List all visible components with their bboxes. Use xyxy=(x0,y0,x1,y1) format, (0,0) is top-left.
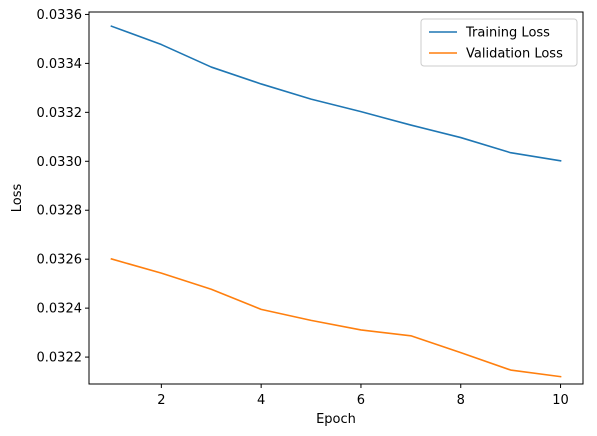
y-tick-label: 0.0326 xyxy=(37,253,83,268)
axes-layer: 2 4 6 8 10 0.0322 0.0324 0.0326 0.0328 0.0330 0.03… xyxy=(37,8,584,408)
y-tick-label: 0.0324 xyxy=(37,302,83,317)
y-tick-label: 0.0328 xyxy=(37,204,83,219)
legend: Training Loss Validation Loss xyxy=(421,19,577,66)
y-tick-label: 0.0336 xyxy=(37,8,83,23)
x-tick-label: 4 xyxy=(257,393,265,408)
y-axis-label: Loss xyxy=(10,184,25,213)
y-tick-label: 0.0322 xyxy=(37,351,83,366)
x-tick-label: 6 xyxy=(357,393,365,408)
legend-entry-0: Training Loss xyxy=(465,26,550,41)
plot-frame xyxy=(89,12,583,384)
y-tick-label: 0.0332 xyxy=(37,106,83,121)
series-layer xyxy=(111,26,560,376)
x-axis-label: Epoch xyxy=(316,412,356,427)
x-tick-label: 2 xyxy=(157,393,165,408)
series-line-1 xyxy=(111,259,560,377)
y-tick-label: 0.0330 xyxy=(37,155,83,170)
legend-entry-1: Validation Loss xyxy=(466,47,563,62)
x-tick-label: 8 xyxy=(457,393,465,408)
x-tick-label: 10 xyxy=(552,393,569,408)
y-tick-label: 0.0334 xyxy=(37,57,83,72)
